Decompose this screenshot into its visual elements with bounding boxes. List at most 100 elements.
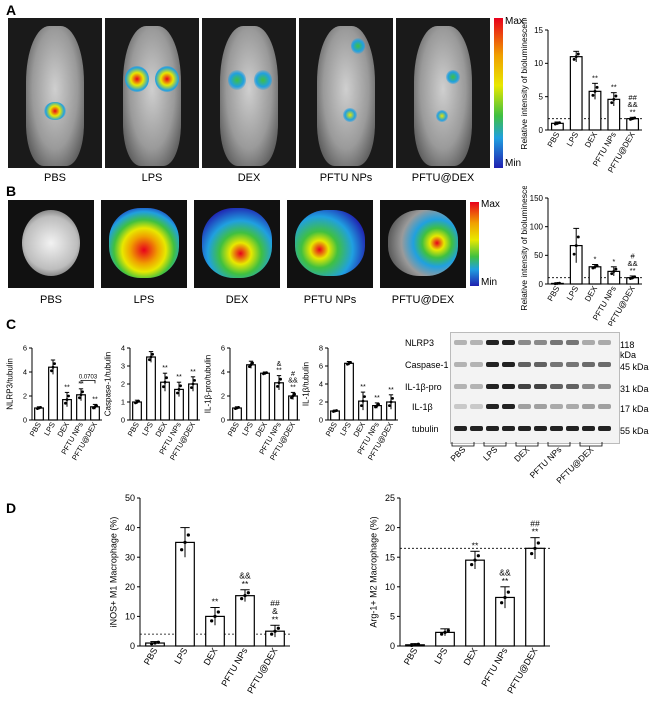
significance-mark: ** [360, 383, 366, 391]
y-tick-label: 10 [125, 612, 135, 622]
blot-size-45: 45 kDa [620, 362, 649, 372]
data-point [610, 272, 614, 276]
data-point [593, 89, 597, 93]
data-point [555, 281, 559, 285]
data-point [273, 629, 277, 633]
data-point [443, 630, 447, 635]
y-axis-label: iNOS+ M1 Macrophage (%) [109, 517, 119, 628]
y-axis-label: IL-1β-pro/tubulin [204, 355, 213, 413]
significance-mark: && [628, 100, 638, 109]
data-point [591, 93, 595, 97]
data-point [506, 590, 510, 594]
blot-band [486, 340, 499, 345]
data-point [237, 406, 240, 409]
data-point [593, 265, 597, 269]
significance-mark: ** [630, 266, 636, 275]
data-point [530, 552, 534, 556]
data-point [53, 362, 56, 365]
blot-band [598, 384, 611, 389]
blot-band [502, 362, 515, 367]
y-tick-label: 40 [125, 523, 135, 533]
blot-band [534, 362, 547, 367]
data-point [165, 376, 168, 380]
data-point [240, 597, 244, 601]
data-point [576, 52, 580, 56]
caption-b-pbs: PBS [39, 294, 62, 306]
y-tick-label: 6 [23, 344, 27, 353]
data-point [190, 386, 193, 389]
y-tick-label: 1 [121, 398, 125, 407]
blot-band [550, 362, 563, 367]
y-tick-label: 2 [121, 380, 125, 389]
data-point [410, 643, 414, 648]
chart-a-bioluminescence: 0 5 10 15 Relative intensity of bioluminesce… [519, 18, 642, 174]
mouse-image-pftu-nps [299, 18, 393, 168]
data-point [572, 252, 576, 256]
blot-size-55: 55 kDa [620, 426, 649, 436]
tissue-image-pftu-nps [287, 200, 373, 288]
bar [34, 407, 44, 421]
data-point [177, 388, 181, 391]
colorbar-a [494, 18, 503, 168]
y-axis-label: Caspase-1/tubulin [104, 352, 113, 416]
y-tick-label: 0 [390, 641, 395, 651]
blot-band [598, 404, 611, 409]
data-point [276, 385, 279, 388]
blot-band [534, 340, 547, 345]
blot-band [566, 362, 579, 367]
bar [288, 395, 298, 421]
y-tick-label: 0 [221, 416, 225, 425]
data-point [363, 395, 366, 398]
significance-mark: ## [270, 598, 280, 608]
y-tick-label: 5 [390, 612, 395, 622]
blot-size-17: 17 kDa [620, 404, 649, 414]
y-tick-label: 2 [23, 392, 27, 401]
data-point [576, 235, 580, 239]
data-point [388, 404, 391, 407]
bar [132, 401, 142, 421]
data-point [476, 554, 480, 558]
y-tick-label: 0 [23, 416, 27, 425]
data-point [612, 97, 616, 101]
data-point [95, 404, 98, 407]
tissue-image-dex [194, 200, 280, 288]
data-point [335, 409, 338, 412]
y-tick-label: 10 [534, 59, 543, 68]
caption-a-pbs: PBS [43, 172, 66, 184]
x-tick-label: PFTU NPs [479, 646, 509, 689]
comparison-bracket [80, 380, 96, 384]
blot-band [486, 404, 499, 409]
data-point [150, 642, 154, 646]
caption-b-pftu-dex: PFTU@DEX [391, 294, 455, 306]
significance-mark: ** [611, 83, 617, 92]
significance-mark: && [288, 377, 298, 385]
data-point [148, 358, 151, 362]
bar [626, 118, 640, 131]
mouse-image-lps [105, 18, 199, 168]
data-point [243, 594, 247, 598]
significance-mark: ** [502, 576, 509, 586]
blot-band [598, 340, 611, 345]
significance-mark: ** [472, 540, 479, 550]
data-point [64, 401, 67, 405]
data-point [179, 384, 182, 388]
data-point [176, 391, 179, 395]
data-point [500, 601, 504, 605]
caption-a-dex: DEX [237, 172, 261, 184]
blot-size-118: 118 kDa [620, 340, 637, 360]
blot-size-31: 31 kDa [620, 384, 649, 394]
caption-a-pftu-nps: PFTU NPs [319, 172, 373, 184]
blot-band [454, 426, 467, 431]
data-point [213, 614, 217, 619]
data-point [558, 281, 561, 285]
blot-band [582, 362, 595, 367]
blot-band [518, 404, 531, 409]
data-point [360, 404, 363, 407]
significance-mark: * [594, 255, 597, 264]
blot-band [598, 426, 611, 431]
y-tick-label: 2 [221, 392, 225, 401]
data-point [279, 377, 282, 381]
significance-mark: ** [190, 368, 196, 376]
